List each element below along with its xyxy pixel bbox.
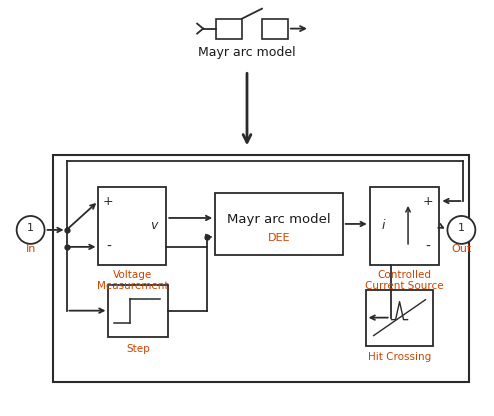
Text: Mayr arc model: Mayr arc model	[227, 213, 330, 225]
Bar	[52, 155, 469, 382]
Circle shape	[448, 216, 475, 244]
Text: Out: Out	[452, 244, 471, 254]
Circle shape	[17, 216, 44, 244]
Text: -: -	[425, 240, 430, 254]
Text: DEE: DEE	[268, 233, 290, 243]
Text: +: +	[422, 195, 433, 208]
Text: Step: Step	[126, 344, 150, 354]
Text: 1: 1	[458, 223, 465, 233]
Text: v: v	[151, 219, 158, 233]
Bar	[98, 187, 166, 265]
Text: Current Source: Current Source	[365, 281, 444, 291]
Text: -: -	[106, 240, 111, 254]
Bar	[366, 290, 433, 346]
Text: +: +	[103, 195, 114, 208]
Text: 1: 1	[27, 223, 34, 233]
Text: Measurement: Measurement	[96, 281, 168, 291]
Text: Voltage: Voltage	[113, 270, 152, 280]
Bar	[215, 193, 343, 255]
Text: i: i	[382, 219, 385, 233]
Text: In: In	[25, 244, 36, 254]
Bar	[108, 285, 168, 337]
Text: Controlled: Controlled	[377, 270, 432, 280]
Text: Mayr arc model: Mayr arc model	[198, 46, 296, 59]
Text: Hit Crossing: Hit Crossing	[368, 352, 431, 362]
Bar	[216, 19, 242, 39]
Bar	[370, 187, 440, 265]
Bar	[262, 19, 288, 39]
